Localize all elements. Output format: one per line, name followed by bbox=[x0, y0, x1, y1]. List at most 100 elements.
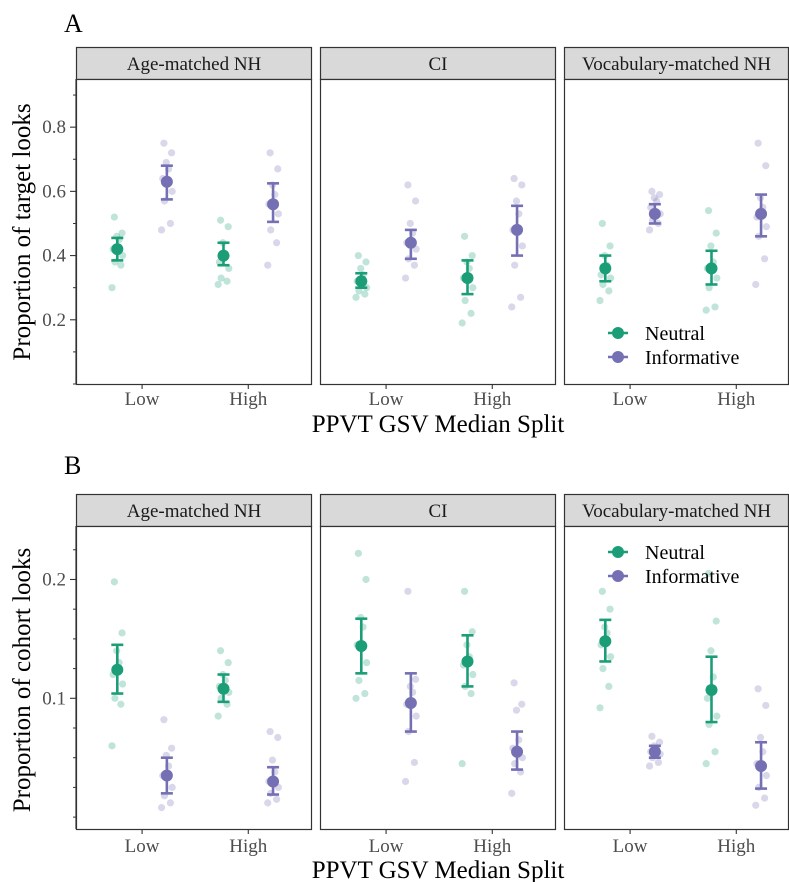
raw-point bbox=[362, 575, 370, 584]
facet-strip bbox=[319, 493, 557, 528]
raw-point bbox=[606, 242, 614, 250]
raw-point bbox=[458, 760, 466, 768]
raw-point bbox=[223, 277, 231, 285]
raw-point bbox=[711, 303, 719, 311]
y-tick-label: 0.1 bbox=[42, 688, 66, 709]
mean-point bbox=[355, 640, 368, 653]
raw-point bbox=[512, 197, 521, 205]
raw-point bbox=[762, 223, 770, 231]
x-tick-label: High bbox=[717, 836, 756, 857]
raw-point bbox=[406, 219, 414, 228]
raw-point bbox=[761, 255, 769, 263]
raw-point bbox=[607, 274, 615, 282]
x-tick-label: Low bbox=[369, 389, 404, 410]
raw-point bbox=[512, 706, 521, 714]
raw-point bbox=[410, 261, 418, 269]
raw-point bbox=[712, 617, 720, 625]
raw-point bbox=[362, 258, 370, 266]
raw-point bbox=[607, 653, 615, 661]
raw-point bbox=[508, 789, 516, 797]
raw-point bbox=[511, 261, 519, 269]
facet-strip-label: CI bbox=[429, 54, 448, 75]
raw-point bbox=[224, 659, 232, 667]
facet-plot-area bbox=[563, 525, 789, 831]
raw-point bbox=[361, 290, 369, 298]
raw-point bbox=[273, 239, 281, 247]
raw-point bbox=[352, 293, 360, 301]
mean-point bbox=[217, 682, 230, 695]
raw-point bbox=[216, 647, 225, 655]
raw-point bbox=[517, 293, 525, 301]
panel-B: B 0.1 0.2 Proportion of cohort looks Age-mat… bbox=[9, 451, 789, 882]
facet-strip-label: Vocabulary-matched NH bbox=[582, 501, 771, 522]
raw-point bbox=[461, 296, 469, 305]
x-tick-label: High bbox=[229, 836, 268, 857]
raw-point bbox=[264, 799, 272, 807]
raw-point bbox=[273, 795, 281, 803]
panel-A: A 0.2 0.4 0.6 0.8 Proportion of target looks A… bbox=[9, 9, 789, 438]
raw-point bbox=[274, 165, 282, 173]
raw-point bbox=[401, 777, 410, 786]
y-tick-label: 0.8 bbox=[42, 117, 66, 138]
y-tick-label: 0.2 bbox=[42, 310, 66, 331]
raw-point bbox=[266, 727, 274, 736]
y-tick-label: 0.2 bbox=[42, 569, 66, 590]
legend-label: Neutral bbox=[645, 542, 705, 564]
raw-point bbox=[352, 694, 360, 702]
facet-2: Vocabulary-matched NH Low High NeutralInfor… bbox=[563, 493, 789, 857]
y-tick-label: 0.4 bbox=[42, 246, 66, 267]
raw-point bbox=[645, 762, 654, 770]
facet-strip bbox=[319, 46, 557, 81]
x-tick-label: High bbox=[473, 389, 512, 410]
raw-point bbox=[605, 287, 613, 295]
raw-point bbox=[518, 242, 526, 250]
mean-point bbox=[267, 198, 280, 211]
legend-key-point bbox=[612, 546, 624, 558]
y-axis-title: Proportion of target looks bbox=[9, 103, 36, 360]
raw-point bbox=[224, 223, 232, 231]
raw-point bbox=[703, 694, 711, 702]
legend-key-point bbox=[612, 327, 624, 339]
mean-point bbox=[404, 236, 417, 249]
raw-point bbox=[702, 760, 710, 768]
raw-point bbox=[645, 226, 654, 234]
raw-point bbox=[110, 578, 118, 586]
panel-letter: B bbox=[64, 451, 81, 480]
raw-point bbox=[355, 676, 363, 685]
mean-point bbox=[267, 775, 280, 788]
raw-point bbox=[712, 229, 720, 237]
x-axis-title: PPVT GSV Median Split bbox=[312, 857, 565, 882]
mean-point bbox=[461, 272, 474, 285]
facet-strip-label: Vocabulary-matched NH bbox=[582, 54, 771, 75]
raw-point bbox=[713, 274, 721, 282]
raw-point bbox=[508, 303, 516, 311]
raw-point bbox=[762, 771, 770, 780]
raw-point bbox=[157, 226, 166, 234]
mean-point bbox=[705, 683, 718, 696]
y-tick-label: 0.6 bbox=[42, 181, 66, 202]
mean-point bbox=[599, 262, 612, 275]
mean-point bbox=[111, 663, 124, 676]
facet-strip-label: CI bbox=[429, 501, 448, 522]
raw-point bbox=[354, 251, 362, 260]
facet-strip bbox=[75, 46, 313, 81]
raw-point bbox=[361, 689, 369, 698]
raw-point bbox=[162, 158, 170, 167]
raw-point bbox=[111, 694, 119, 702]
raw-point bbox=[167, 744, 176, 752]
mean-point bbox=[111, 243, 124, 256]
raw-point bbox=[655, 190, 664, 199]
raw-point bbox=[411, 675, 420, 683]
raw-point bbox=[704, 569, 713, 578]
raw-point bbox=[598, 587, 606, 595]
raw-point bbox=[354, 549, 362, 557]
x-tick-label: High bbox=[229, 389, 268, 410]
raw-point bbox=[412, 712, 420, 720]
raw-point bbox=[653, 197, 661, 205]
raw-point bbox=[216, 216, 225, 224]
mean-point bbox=[755, 207, 768, 220]
raw-point bbox=[754, 139, 762, 147]
mean-point bbox=[160, 769, 173, 782]
legend-key-point bbox=[612, 351, 624, 363]
